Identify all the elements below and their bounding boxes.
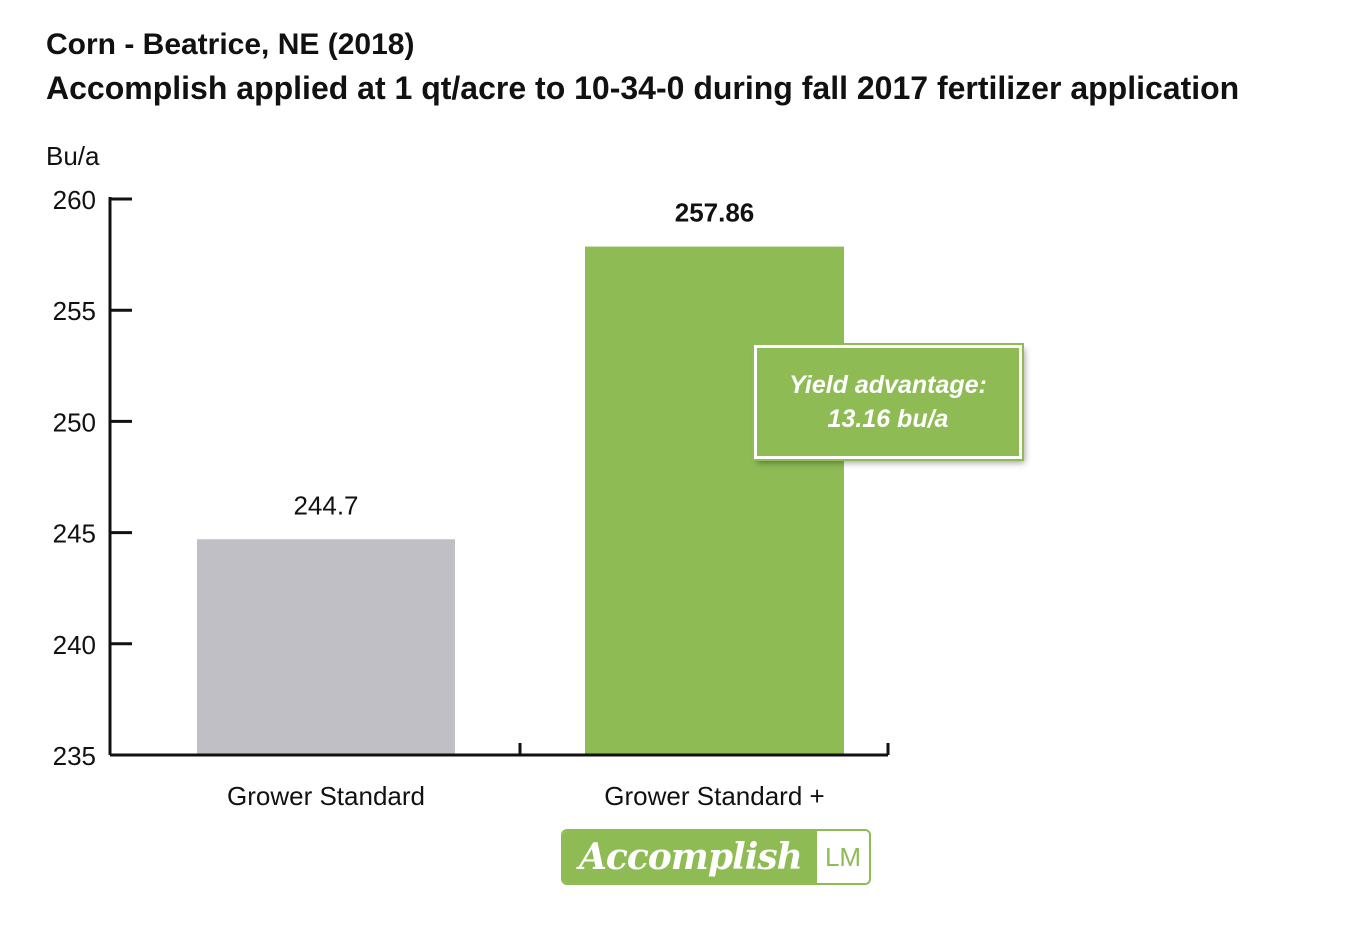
y-tick-label-240: 240 (53, 630, 96, 660)
x-tick-label-2: Grower Standard + (604, 781, 824, 811)
bar-value-label-2: 257.86 (675, 198, 755, 228)
x-tick-label-1: Grower Standard (227, 781, 425, 811)
bar-2 (585, 246, 844, 755)
y-tick-label-235: 235 (53, 741, 96, 771)
accomplish-lm-logo: Accomplish LM (561, 829, 871, 885)
bar-value-label-1: 244.7 (293, 490, 358, 520)
chart-title: Corn - Beatrice, NE (2018) (46, 28, 415, 61)
yield-advantage-callout: Yield advantage: 13.16 bu/a (752, 343, 1024, 461)
bar-1 (197, 539, 455, 755)
y-tick-label-255: 255 (53, 296, 96, 326)
chart-subtitle: Accomplish applied at 1 qt/acre to 10-34… (46, 70, 1240, 106)
logo-suffix-text: LM (817, 831, 869, 883)
logo-brand-text: Accomplish (563, 831, 817, 883)
y-tick-label-250: 250 (53, 407, 96, 437)
y-axis-unit-label: Bu/a (46, 141, 100, 171)
y-tick-label-245: 245 (53, 519, 96, 549)
y-tick-label-260: 260 (53, 185, 96, 215)
callout-line-2: 13.16 bu/a (827, 405, 949, 433)
callout-line-1: Yield advantage: (789, 371, 987, 399)
